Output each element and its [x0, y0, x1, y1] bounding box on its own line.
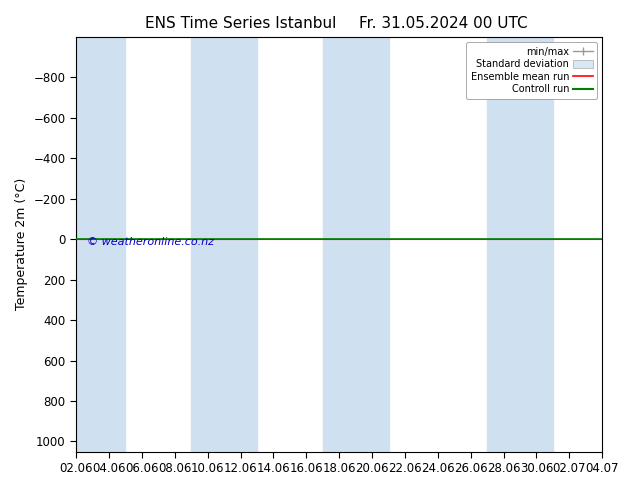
- Text: ENS Time Series Istanbul: ENS Time Series Istanbul: [145, 16, 337, 31]
- Y-axis label: Temperature 2m (°C): Temperature 2m (°C): [15, 178, 28, 311]
- Bar: [323, 37, 389, 452]
- Bar: [60, 37, 126, 452]
- Text: Fr. 31.05.2024 00 UTC: Fr. 31.05.2024 00 UTC: [359, 16, 528, 31]
- Bar: [487, 37, 553, 452]
- Text: © weatheronline.co.nz: © weatheronline.co.nz: [87, 237, 214, 247]
- Legend: min/max, Standard deviation, Ensemble mean run, Controll run: min/max, Standard deviation, Ensemble me…: [466, 42, 597, 99]
- Bar: [191, 37, 257, 452]
